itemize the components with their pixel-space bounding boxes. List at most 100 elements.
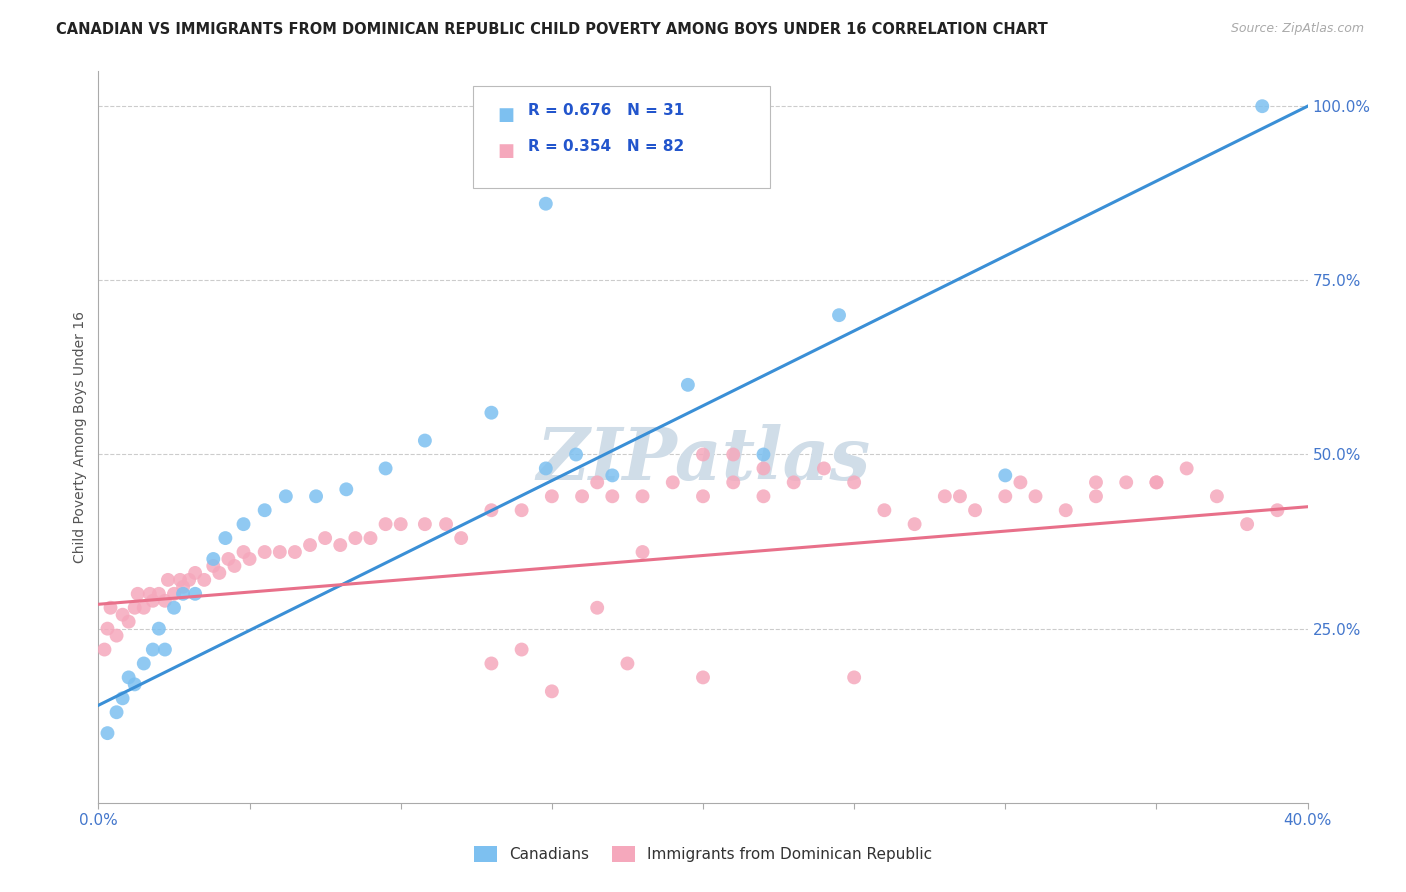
Point [96, 726, 118, 740]
Point [602, 489, 624, 503]
Point [413, 517, 436, 532]
Point [329, 538, 352, 552]
Point [1115, 475, 1137, 490]
Point [314, 531, 336, 545]
Point [253, 545, 276, 559]
Point [571, 489, 593, 503]
Point [783, 475, 806, 490]
Point [124, 677, 146, 691]
Point [1024, 489, 1046, 503]
Point [153, 594, 176, 608]
Point [139, 587, 162, 601]
Point [111, 607, 134, 622]
Point [305, 489, 328, 503]
Point [389, 517, 412, 532]
Legend: Canadians, Immigrants from Dominican Republic: Canadians, Immigrants from Dominican Rep… [468, 840, 938, 868]
Point [1085, 475, 1108, 490]
Point [148, 622, 170, 636]
Point [156, 573, 179, 587]
Point [934, 489, 956, 503]
Point [169, 573, 191, 587]
Point [202, 552, 225, 566]
Point [153, 642, 176, 657]
Point [965, 503, 987, 517]
Point [631, 545, 654, 559]
Point [661, 475, 683, 490]
Point [1175, 461, 1198, 475]
Point [565, 448, 588, 462]
Point [335, 483, 357, 497]
Point [1206, 489, 1229, 503]
Text: ■: ■ [498, 106, 515, 124]
Point [723, 475, 745, 490]
Point [631, 489, 654, 503]
Point [193, 573, 215, 587]
Text: R = 0.676   N = 31: R = 0.676 N = 31 [527, 103, 683, 118]
Point [752, 461, 775, 475]
Point [163, 600, 186, 615]
Point [232, 545, 254, 559]
Point [132, 657, 155, 671]
Point [374, 461, 396, 475]
Point [93, 642, 115, 657]
Point [274, 489, 297, 503]
Point [1010, 475, 1032, 490]
Point [179, 573, 201, 587]
Point [1144, 475, 1167, 490]
Point [813, 461, 835, 475]
Point [1251, 99, 1274, 113]
Point [111, 691, 134, 706]
Text: CANADIAN VS IMMIGRANTS FROM DOMINICAN REPUBLIC CHILD POVERTY AMONG BOYS UNDER 16: CANADIAN VS IMMIGRANTS FROM DOMINICAN RE… [56, 22, 1047, 37]
Point [413, 434, 436, 448]
Point [344, 531, 367, 545]
Point [96, 622, 118, 636]
Point [172, 587, 194, 601]
Point [844, 475, 866, 490]
Point [124, 600, 146, 615]
Point [752, 489, 775, 503]
Point [253, 503, 276, 517]
Point [269, 545, 291, 559]
Point [692, 489, 714, 503]
Point [172, 580, 194, 594]
Point [132, 600, 155, 615]
Point [100, 600, 122, 615]
Point [904, 517, 927, 532]
Point [239, 552, 262, 566]
Point [994, 489, 1017, 503]
Text: R = 0.354   N = 82: R = 0.354 N = 82 [527, 139, 683, 154]
Point [163, 587, 186, 601]
Point [481, 657, 503, 671]
Point [105, 705, 128, 719]
Point [873, 503, 896, 517]
Point [540, 489, 562, 503]
Point [118, 615, 141, 629]
Point [142, 594, 165, 608]
Point [217, 552, 239, 566]
Point [676, 377, 699, 392]
Point [284, 545, 307, 559]
Point [1085, 489, 1108, 503]
Point [752, 448, 775, 462]
Point [510, 642, 533, 657]
Point [1236, 517, 1258, 532]
Point [434, 517, 457, 532]
Point [142, 642, 165, 657]
Point [450, 531, 472, 545]
Point [208, 566, 231, 580]
Point [828, 308, 851, 322]
Point [148, 587, 170, 601]
Text: ■: ■ [498, 143, 515, 161]
Point [127, 587, 149, 601]
Point [1054, 503, 1077, 517]
Point [949, 489, 972, 503]
Point [586, 600, 609, 615]
Point [360, 531, 382, 545]
Point [232, 517, 254, 532]
Text: Source: ZipAtlas.com: Source: ZipAtlas.com [1230, 22, 1364, 36]
Point [534, 196, 557, 211]
Point [723, 448, 745, 462]
Point [299, 538, 322, 552]
Point [374, 517, 396, 532]
Point [534, 461, 557, 475]
